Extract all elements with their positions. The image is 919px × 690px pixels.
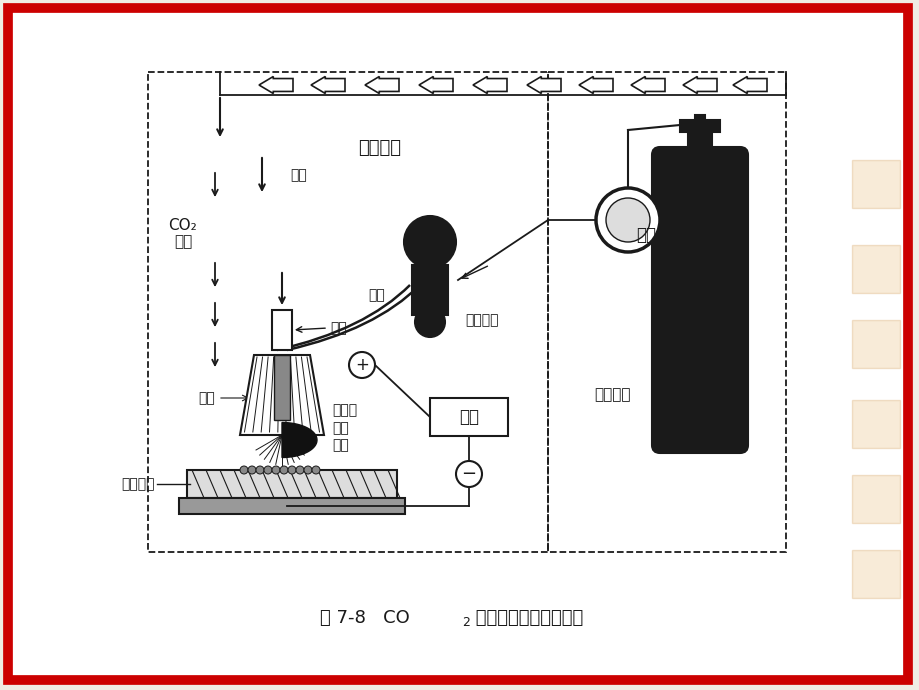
Polygon shape	[732, 77, 766, 94]
Circle shape	[456, 461, 482, 487]
Text: −: −	[461, 465, 476, 483]
Bar	[851, 475, 899, 523]
Polygon shape	[527, 77, 561, 94]
Text: 软管: 软管	[368, 288, 384, 302]
Circle shape	[279, 466, 288, 474]
Polygon shape	[282, 422, 317, 457]
Polygon shape	[311, 77, 345, 94]
Bar	[851, 400, 899, 448]
Circle shape	[414, 307, 445, 337]
Text: 图 7-8   CO: 图 7-8 CO	[320, 609, 409, 627]
Bar	[148, 72, 548, 552]
Bar	[272, 310, 291, 350]
Circle shape	[312, 466, 320, 474]
Text: 消耗材料: 消耗材料	[594, 388, 630, 402]
Circle shape	[288, 466, 296, 474]
Bar	[179, 498, 404, 514]
Circle shape	[348, 352, 375, 378]
Circle shape	[240, 466, 248, 474]
Text: 喷嘴: 喷嘴	[198, 391, 215, 405]
Text: 焊枪: 焊枪	[330, 321, 346, 335]
Bar	[548, 72, 785, 552]
Text: 焊丝: 焊丝	[289, 168, 306, 182]
Polygon shape	[365, 77, 399, 94]
Polygon shape	[578, 77, 612, 94]
Text: 导电嘴: 导电嘴	[332, 403, 357, 417]
Circle shape	[296, 466, 303, 474]
Text: 焊接设备: 焊接设备	[358, 139, 401, 157]
Polygon shape	[682, 77, 716, 94]
Text: 2: 2	[461, 615, 470, 629]
Text: 送丝机构: 送丝机构	[464, 313, 498, 327]
Circle shape	[606, 198, 650, 242]
Text: 熔池: 熔池	[332, 421, 348, 435]
Bar	[429, 398, 507, 436]
Text: CO₂: CO₂	[168, 217, 198, 233]
Text: 焊丝: 焊丝	[635, 226, 655, 244]
Bar	[679, 120, 720, 132]
Bar	[851, 245, 899, 293]
Bar	[687, 130, 711, 160]
Circle shape	[255, 466, 264, 474]
Circle shape	[596, 188, 659, 252]
Polygon shape	[240, 355, 323, 435]
Text: 基本金属: 基本金属	[121, 477, 154, 491]
Bar	[187, 470, 397, 498]
Text: 气体: 气体	[174, 235, 192, 250]
Circle shape	[272, 466, 279, 474]
Circle shape	[403, 216, 456, 268]
Polygon shape	[472, 77, 506, 94]
Polygon shape	[259, 77, 292, 94]
Circle shape	[264, 466, 272, 474]
Bar	[851, 320, 899, 368]
Text: 焊缝: 焊缝	[332, 438, 348, 452]
Bar	[412, 265, 448, 315]
Bar	[851, 550, 899, 598]
Text: 气体保护焊过程示意图: 气体保护焊过程示意图	[470, 609, 583, 627]
Bar	[851, 160, 899, 208]
Polygon shape	[418, 77, 452, 94]
Polygon shape	[630, 77, 664, 94]
Text: 电源: 电源	[459, 408, 479, 426]
FancyBboxPatch shape	[652, 147, 747, 453]
Text: +: +	[355, 356, 369, 374]
Bar	[274, 355, 289, 420]
Circle shape	[248, 466, 255, 474]
Circle shape	[303, 466, 312, 474]
Bar	[694, 115, 704, 123]
